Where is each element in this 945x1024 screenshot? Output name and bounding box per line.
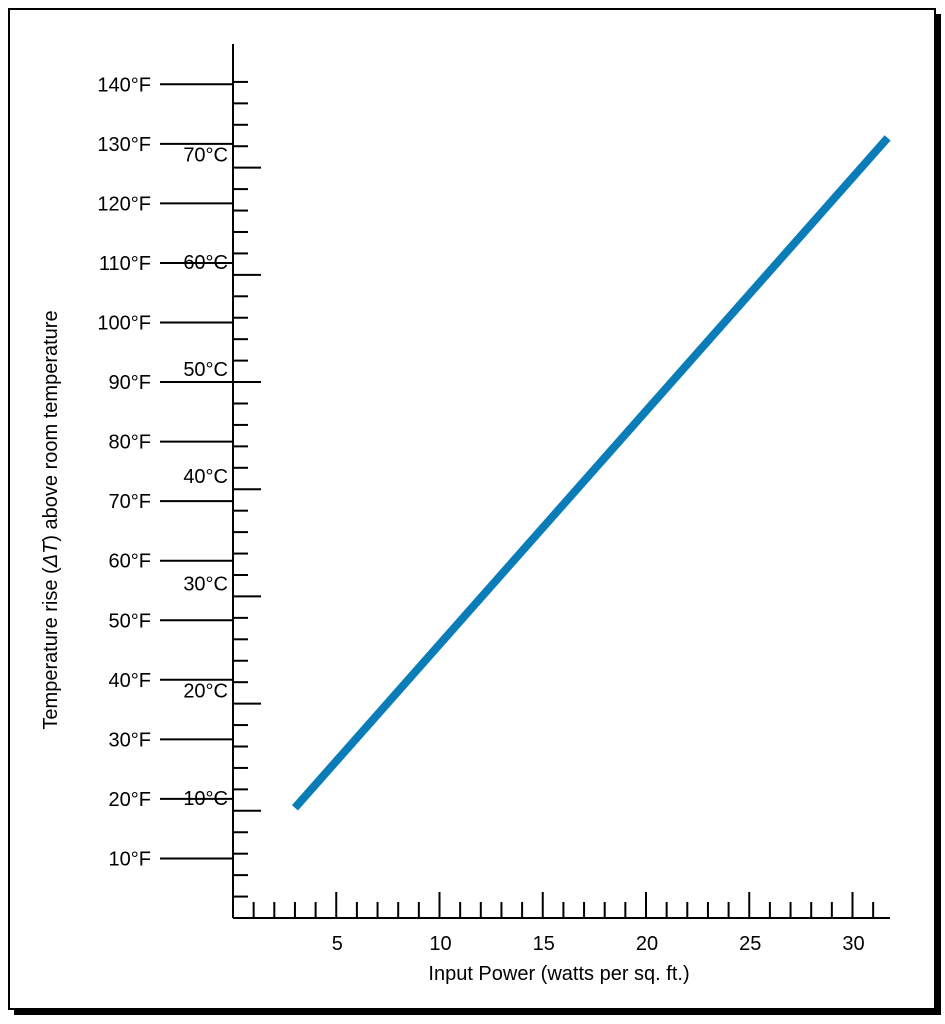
- series-line: [291, 135, 891, 811]
- celsius-tick-label: 40°C: [183, 466, 228, 488]
- x-axis: 5 10 15 20 25 30: [252, 892, 875, 955]
- frame-shadow-bottom: [14, 1010, 941, 1015]
- x-tick-label: 10: [429, 933, 451, 955]
- fahrenheit-tick-label: 70°F: [109, 491, 151, 513]
- celsius-tick-label: 70°C: [183, 145, 228, 167]
- fahrenheit-tick-label: 120°F: [97, 193, 151, 215]
- plot-area: [291, 135, 891, 811]
- x-tick-label: 15: [533, 933, 555, 955]
- fahrenheit-tick-label: 30°F: [109, 729, 151, 751]
- celsius-tick-label: 20°C: [183, 681, 228, 703]
- chart-frame: [8, 8, 936, 1010]
- x-tick-label: 25: [739, 933, 761, 955]
- celsius-tick-label: 60°C: [183, 252, 228, 274]
- x-axis-label: Input Power (watts per sq. ft.): [428, 963, 689, 985]
- y-axis-label: Temperature rise (ΔT) above room tempera…: [40, 310, 62, 729]
- x-tick-label: 20: [636, 933, 658, 955]
- fahrenheit-tick-label: 80°F: [109, 432, 151, 454]
- fahrenheit-axis: 10°F 20°F 30°F 40°F 50°F 60°F 70°F 80°F 90°F 100°…: [97, 74, 233, 870]
- fahrenheit-tick-label: 20°F: [109, 789, 151, 811]
- frame-shadow-right: [936, 14, 941, 1015]
- x-tick-label: 30: [842, 933, 864, 955]
- chart-axes: [232, 44, 890, 919]
- celsius-tick-label: 30°C: [183, 573, 228, 595]
- fahrenheit-tick-label: 130°F: [97, 134, 151, 156]
- celsius-tick-label: 10°C: [183, 788, 228, 810]
- fahrenheit-tick-label: 140°F: [97, 74, 151, 96]
- fahrenheit-tick-label: 40°F: [109, 670, 151, 692]
- fahrenheit-tick-label: 90°F: [109, 372, 151, 394]
- celsius-tick-label: 50°C: [183, 359, 228, 381]
- fahrenheit-tick-label: 50°F: [109, 610, 151, 632]
- fahrenheit-tick-label: 100°F: [97, 313, 151, 335]
- fahrenheit-tick-label: 60°F: [109, 551, 151, 573]
- fahrenheit-tick-label: 10°F: [109, 848, 151, 870]
- celsius-axis: 10°C 20°C 30°C 40°C 50°C 60°C 70°C: [183, 80, 261, 898]
- x-tick-label: 5: [332, 933, 343, 955]
- fahrenheit-tick-label: 110°F: [99, 253, 151, 275]
